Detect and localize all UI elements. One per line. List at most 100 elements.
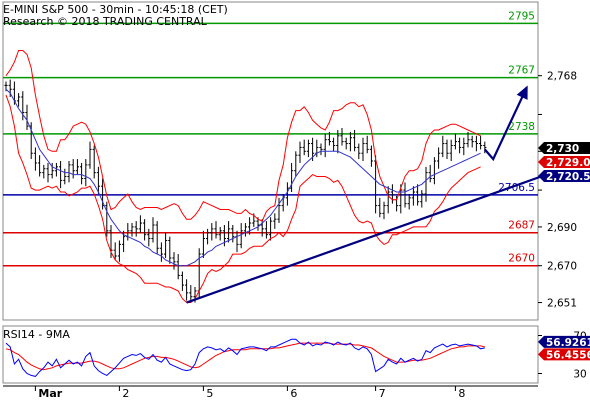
price-bar (113, 242, 117, 260)
price-bar (428, 164, 432, 183)
price-bar (21, 91, 25, 121)
price-bar (374, 155, 378, 214)
price-bar (327, 131, 331, 146)
price-bar (189, 285, 193, 301)
price-bar (185, 279, 189, 301)
price-bar (206, 228, 210, 245)
value-badge-ma: 2,720.55 (538, 170, 590, 183)
price-bar (386, 186, 390, 214)
levels-layer: 2795 2767 2738 2706.5 2687 2670 (3, 10, 538, 267)
price-bar (290, 162, 294, 193)
price-bar (466, 131, 470, 148)
chart-title: E-MINI S&P 500 - 30min - 10:45:18 (CET) (3, 3, 228, 16)
y-tick-label: 2,690 (547, 222, 577, 234)
price-panel-frame (2, 1, 539, 321)
support-trendline (186, 171, 553, 304)
bollinger-upper-line (5, 50, 481, 222)
price-bar (88, 141, 92, 169)
price-bar (164, 232, 168, 258)
price-bar (71, 159, 75, 179)
moving-average-line (5, 88, 481, 267)
price-bar (416, 184, 420, 206)
price-bar (42, 164, 46, 179)
price-bars-layer (4, 79, 487, 303)
price-bar (395, 195, 399, 212)
level-label-2767: 2767 (508, 65, 535, 77)
price-bar (92, 145, 96, 179)
rsi-title: RSI14 - 9MA (3, 328, 70, 341)
indicator-layer (5, 50, 553, 304)
price-bar (105, 201, 109, 237)
x-tick-label: 7 (379, 387, 386, 400)
price-bar (67, 161, 71, 183)
price-bar (403, 182, 407, 208)
price-bar (378, 197, 382, 218)
rsi-badge-label: 56.4556 (546, 349, 590, 361)
price-bar (277, 197, 281, 224)
value-badge-bg (538, 170, 590, 182)
price-bar (470, 135, 474, 148)
price-bar (449, 139, 453, 161)
price-bar (302, 139, 306, 156)
rsi-badge-bg (538, 335, 590, 348)
price-bar (143, 219, 147, 241)
price-bar (357, 143, 361, 160)
price-bar (369, 145, 373, 167)
price-bar (453, 133, 457, 150)
y-tick-label: 2,651 (547, 298, 577, 310)
price-bar (285, 182, 289, 206)
price-bar (59, 161, 63, 189)
value-badge-price: 2,730 (538, 142, 590, 155)
rsi-badge-ma: 56.4556 (538, 348, 590, 361)
value-badge-label: 2,720.55 (546, 171, 590, 183)
price-bar (382, 201, 386, 220)
level-label-2795: 2795 (508, 10, 535, 22)
value-badge-label: 2,730 (546, 143, 579, 155)
price-bar (117, 240, 121, 262)
price-bar (218, 226, 222, 241)
price-bar (155, 221, 159, 255)
price-bar (159, 242, 163, 262)
price-bar (336, 129, 340, 154)
price-bar (420, 190, 424, 208)
value-badge-label: 2,729.02 (546, 157, 590, 169)
y-tick-label: 2,768 (547, 71, 577, 83)
price-bar (239, 223, 243, 249)
price-bar (201, 230, 205, 258)
rsi-line (5, 338, 485, 377)
price-bar (235, 230, 239, 253)
price-bar (210, 223, 214, 241)
price-bar (176, 254, 180, 280)
price-bar (248, 217, 252, 235)
level-label-2706.5: 2706.5 (498, 182, 535, 194)
price-bar (344, 137, 348, 150)
rsi-badge-bg (538, 348, 590, 361)
price-bar (25, 104, 29, 130)
price-bar (269, 217, 273, 241)
price-bar (38, 155, 42, 177)
price-bar (63, 168, 67, 185)
price-bar (168, 236, 172, 264)
price-bar (172, 252, 176, 270)
price-bar (151, 217, 155, 243)
price-bar (227, 221, 231, 243)
price-bar (340, 128, 344, 146)
price-bar (479, 135, 483, 150)
x-tick-label: 2 (122, 387, 129, 400)
price-bar (243, 223, 247, 237)
price-bar (319, 143, 323, 156)
y-tick-label: 2,670 (547, 261, 577, 273)
value-badge-bg (538, 142, 590, 154)
price-bar (411, 186, 415, 206)
level-label-2738: 2738 (508, 121, 535, 133)
price-bar (134, 221, 138, 237)
price-bar (273, 213, 277, 229)
price-bar (96, 166, 100, 194)
rsi-tick-label: 30 (573, 369, 586, 381)
price-bar (365, 135, 369, 154)
price-bar (54, 162, 58, 177)
price-bar (348, 131, 352, 152)
